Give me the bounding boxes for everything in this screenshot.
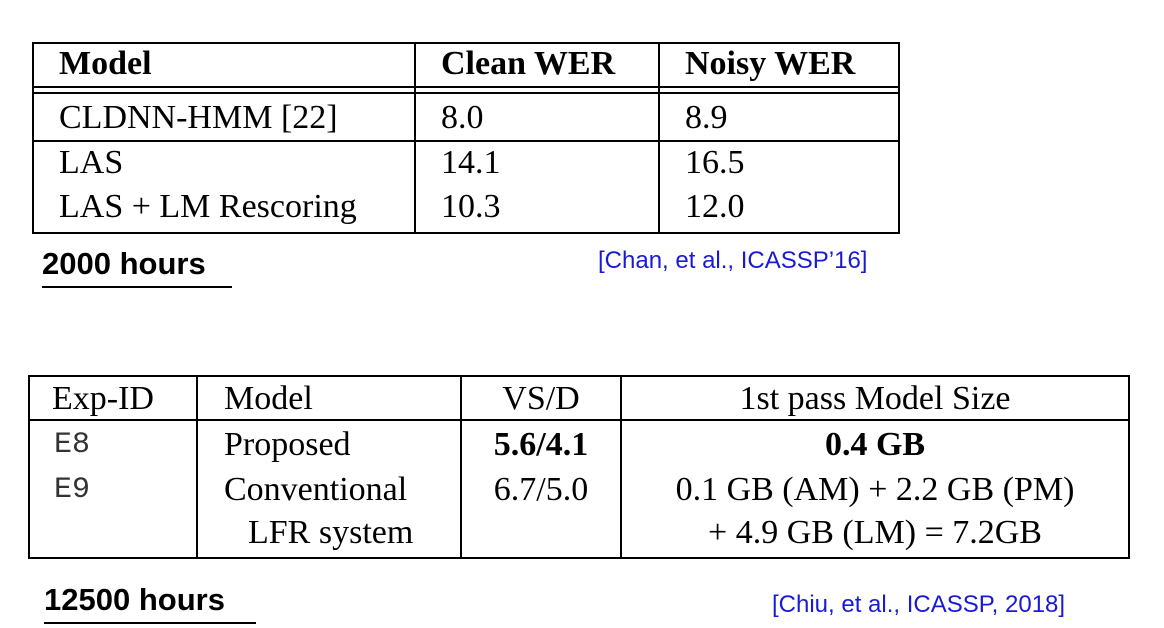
- header-exp-id: Exp-ID: [52, 380, 154, 417]
- table-cell: E8: [54, 428, 91, 462]
- table-cell: 16.5: [685, 144, 745, 181]
- hours-label-12500: 12500 hours: [44, 582, 256, 624]
- table-rule-header-bottom: [30, 419, 1128, 421]
- table-cell: 8.0: [441, 99, 484, 136]
- table-rule-col2: [658, 42, 660, 234]
- table-cell: 0.1 GB (AM) + 2.2 GB (PM): [675, 471, 1075, 508]
- header-noisy-wer: Noisy WER: [685, 45, 856, 82]
- table-rule-col1: [196, 377, 198, 557]
- citation-chiu: [Chiu, et al., ICASSP, 2018]: [772, 591, 1066, 618]
- table-rule-double: [32, 92, 900, 94]
- table-cell: Conventional: [224, 471, 408, 508]
- hours-label-2000: 2000 hours: [42, 246, 232, 288]
- table-rule-left: [32, 42, 34, 234]
- table-cell: Proposed: [224, 426, 351, 463]
- table-cell: 8.9: [685, 99, 728, 136]
- table-rule-top: [32, 42, 900, 44]
- header-clean-wer: Clean WER: [441, 45, 616, 82]
- table-rule-bottom: [32, 232, 900, 234]
- table-cell: 14.1: [441, 144, 501, 181]
- table-rule-header-bottom: [32, 86, 900, 88]
- underline: [42, 286, 232, 288]
- table-rule-row: [32, 140, 900, 142]
- table-cell: 6.7/5.0: [493, 471, 589, 508]
- table-cell: 0.4 GB: [824, 426, 926, 463]
- table-cell: CLDNN-HMM [22]: [59, 99, 338, 136]
- header-model: Model: [59, 45, 152, 82]
- underline: [44, 622, 256, 624]
- table-rule-right: [898, 42, 900, 234]
- table-cell: LAS + LM Rescoring: [59, 188, 357, 225]
- header-model-size: 1st pass Model Size: [739, 380, 1011, 417]
- header-model: Model: [224, 380, 313, 417]
- citation-chan: [Chan, et al., ICASSP’16]: [598, 247, 868, 274]
- table-rule-col1: [414, 42, 416, 234]
- table-cell: + 4.9 GB (LM) = 7.2GB: [708, 514, 1042, 551]
- table-cell: E9: [54, 473, 91, 507]
- table-cell: 5.6/4.1: [493, 426, 589, 463]
- table-las-results: Model Clean WER Noisy WER CLDNN-HMM [22]…: [32, 42, 900, 234]
- table-cell: 10.3: [441, 188, 501, 225]
- table-cell: LAS: [59, 144, 124, 181]
- table-cell: 12.0: [685, 188, 745, 225]
- table-rule-col3: [620, 377, 622, 557]
- table-rule-col2: [460, 377, 462, 557]
- table-cell: LFR system: [248, 514, 414, 551]
- header-vsd: VS/D: [502, 380, 580, 417]
- table-model-size: Exp-ID Model VS/D 1st pass Model Size E8…: [28, 375, 1130, 559]
